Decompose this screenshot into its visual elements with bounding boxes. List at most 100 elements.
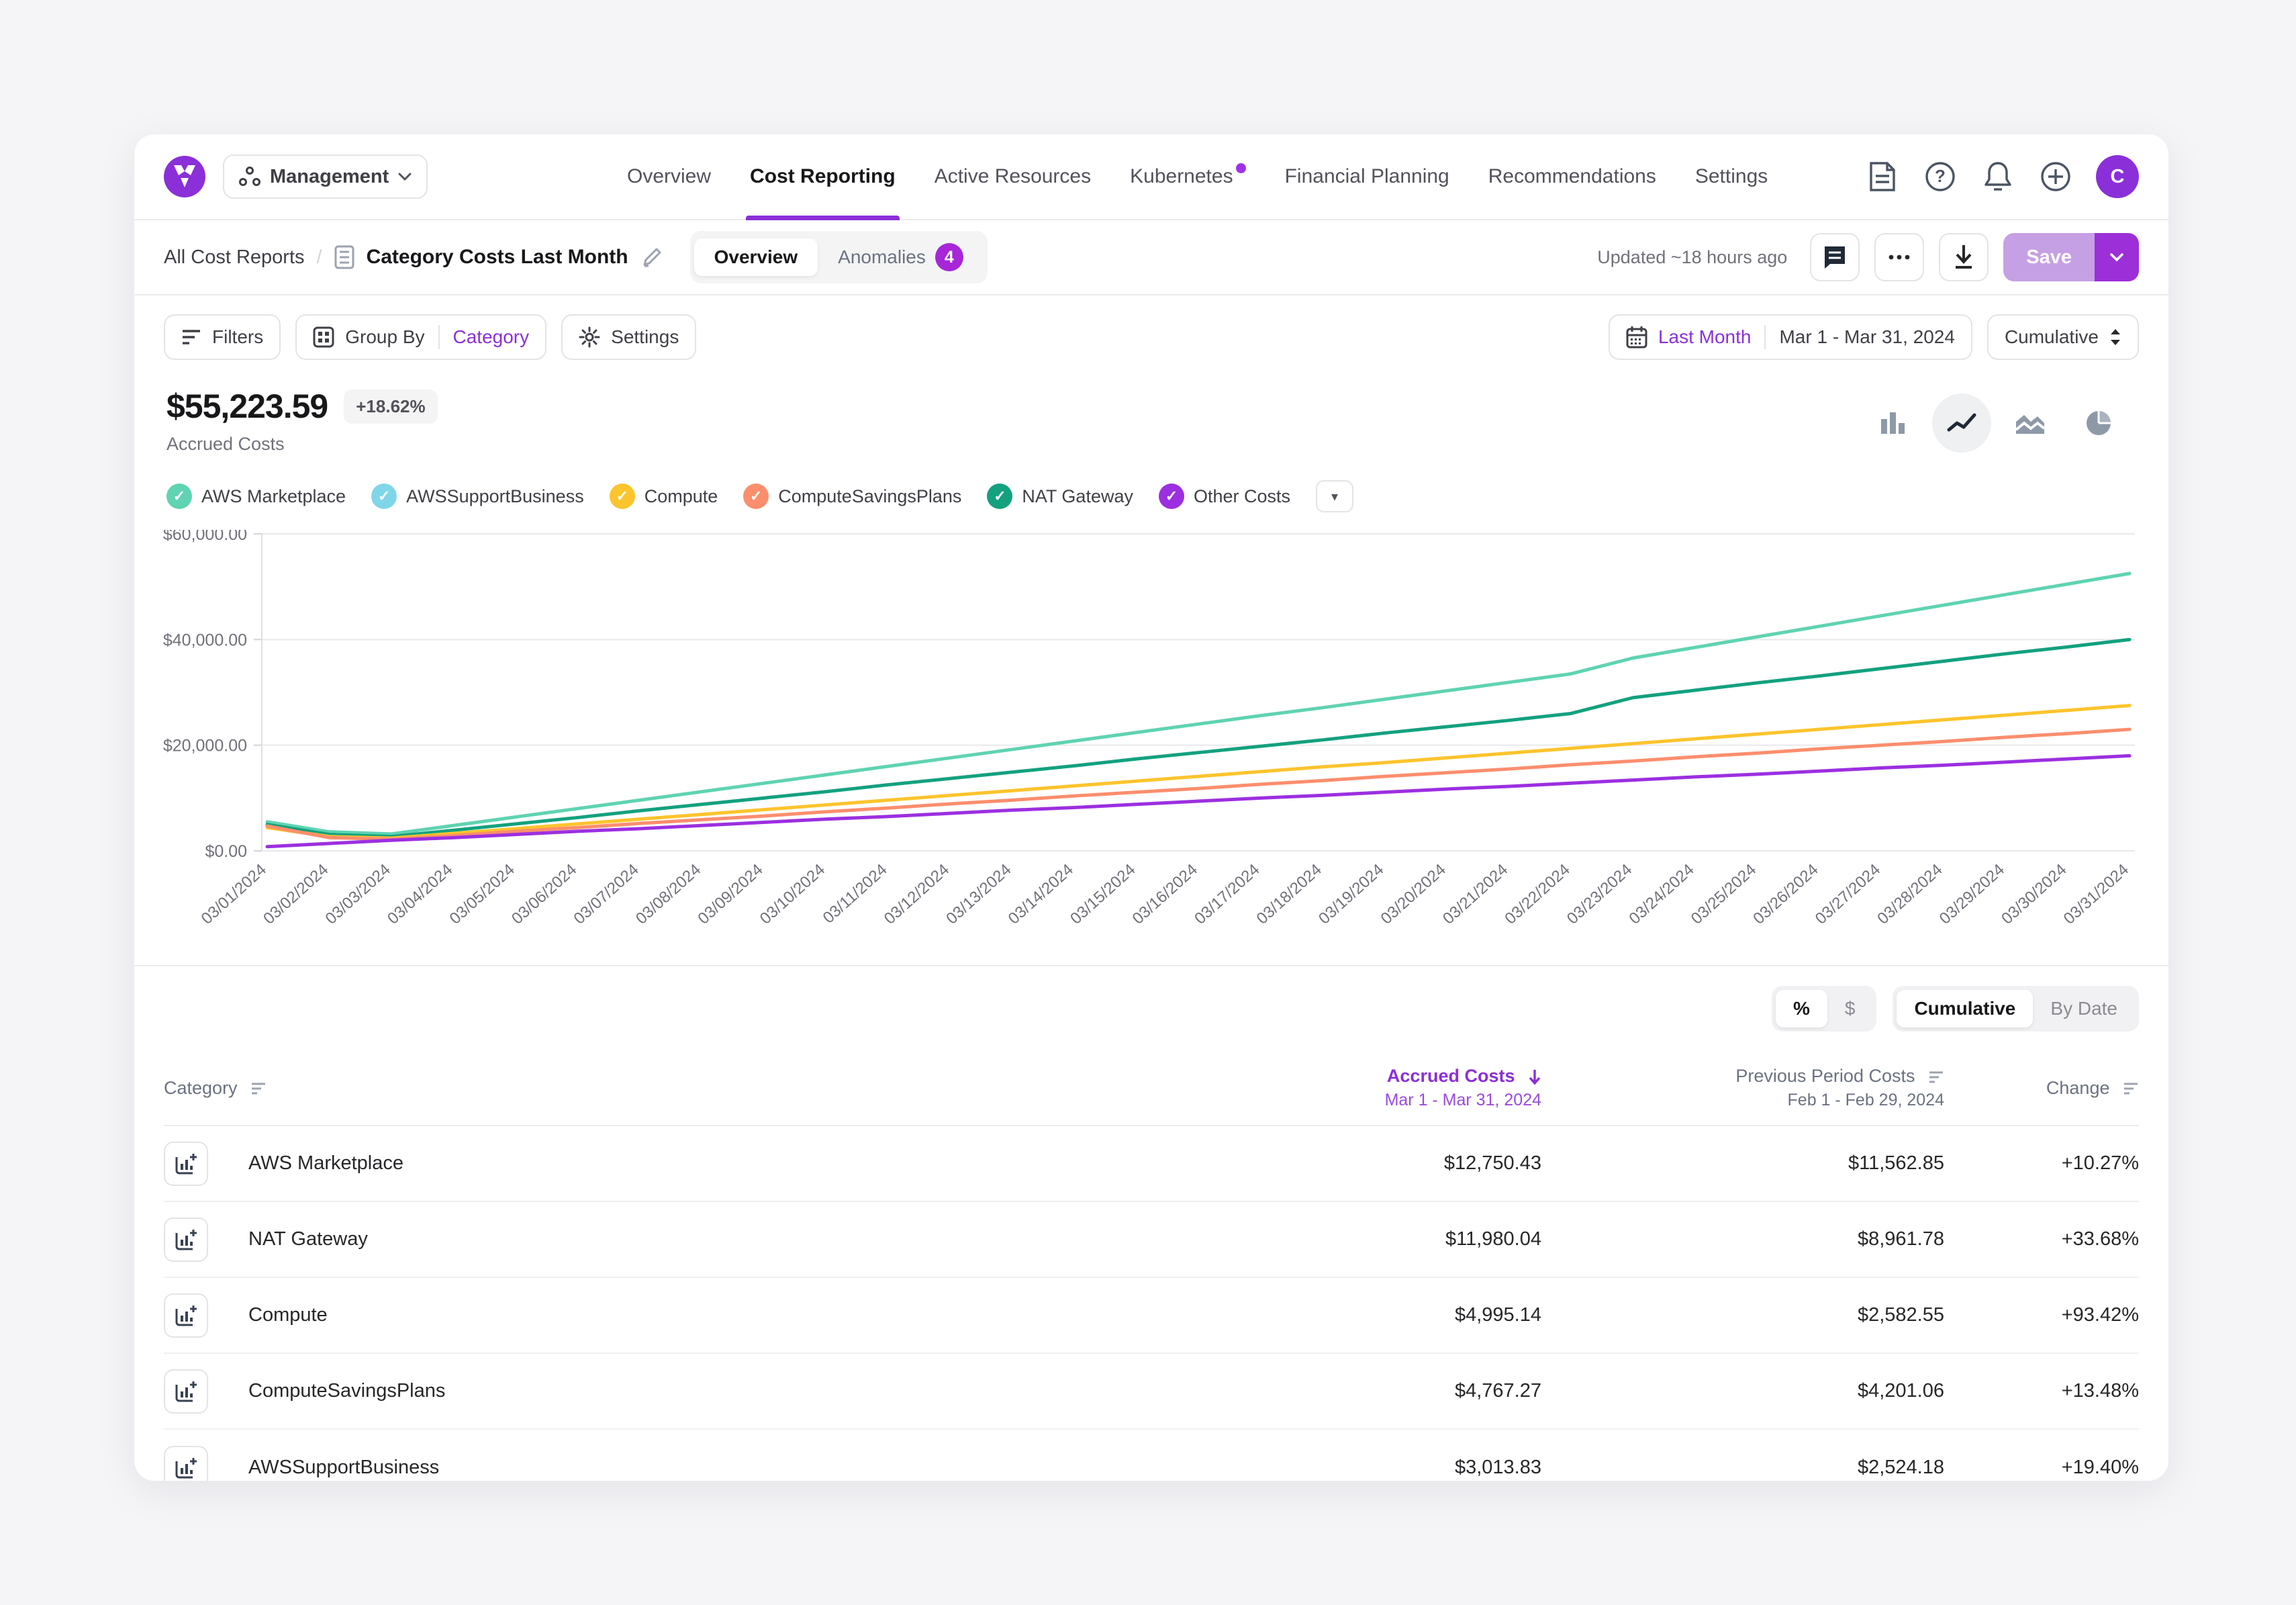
- toolbar-right: Last Month Mar 1 - Mar 31, 2024 Cumulati…: [1608, 314, 2139, 360]
- x-axis-tick-label: 03/28/2024: [1874, 860, 1946, 927]
- aggregation-select[interactable]: Cumulative: [1987, 314, 2139, 360]
- updated-timestamp: Updated ~18 hours ago: [1597, 246, 1788, 267]
- settings-button[interactable]: Settings: [561, 314, 697, 360]
- x-axis-tick-label: 03/19/2024: [1315, 860, 1387, 927]
- x-axis-tick-label: 03/18/2024: [1253, 860, 1325, 927]
- nav-item-kubernetes[interactable]: Kubernetes: [1130, 134, 1246, 219]
- row-chart-button[interactable]: [164, 1369, 208, 1414]
- total-change-badge: +18.62%: [344, 389, 438, 424]
- x-axis-tick-label: 03/31/2024: [2060, 860, 2132, 927]
- nav-item-overview[interactable]: Overview: [627, 134, 711, 219]
- vantage-logo[interactable]: [164, 156, 205, 197]
- chart-canvas[interactable]: $0.00 $20,000.00 $40,000.00 $60,000.00 03/01…: [134, 530, 2138, 965]
- category-name: NAT Gateway: [248, 1228, 368, 1250]
- mode-toggle: Cumulative By Date: [1893, 986, 2139, 1031]
- x-axis-tick-label: 03/24/2024: [1625, 860, 1697, 927]
- user-avatar[interactable]: C: [2096, 155, 2139, 198]
- chart-line-nat-gateway: [265, 637, 2132, 839]
- nav-right: ? C: [1865, 134, 2139, 219]
- bell-icon[interactable]: [1980, 159, 2015, 194]
- col-category[interactable]: Category: [164, 1078, 1112, 1099]
- x-axis-tick-label: 03/17/2024: [1191, 860, 1263, 927]
- previous-cost: $8,961.78: [1857, 1228, 1944, 1250]
- total-cost: $55,223.59: [166, 387, 328, 425]
- mode-by-date[interactable]: By Date: [2050, 998, 2117, 1019]
- row-chart-button[interactable]: [164, 1293, 208, 1338]
- change-percent: +33.68%: [2061, 1228, 2139, 1250]
- x-axis-tick-label: 03/20/2024: [1378, 860, 1449, 927]
- group-by-button[interactable]: Group By Category: [295, 314, 547, 360]
- nav-item-cost-reporting[interactable]: Cost Reporting: [746, 134, 900, 220]
- row-chart-button[interactable]: [164, 1445, 208, 1481]
- table-row-computesavingsplans: ComputeSavingsPlans $4,767.27 $4,201.06 +13…: [164, 1354, 2139, 1430]
- save-dropdown-button[interactable]: [2095, 233, 2139, 281]
- x-axis-tick-label: 03/14/2024: [1005, 860, 1077, 927]
- legend-item-nat-gateway[interactable]: ✓ NAT Gateway: [987, 484, 1133, 509]
- category-cell: ComputeSavingsPlans: [164, 1369, 1112, 1414]
- previous-cost: $2,524.18: [1857, 1457, 1944, 1478]
- x-axis-tick-label: 03/07/2024: [570, 860, 642, 927]
- area-chart-icon[interactable]: [2001, 394, 2060, 453]
- tab-anomalies[interactable]: Anomalies 4: [818, 235, 984, 279]
- comments-button[interactable]: [1810, 233, 1860, 281]
- line-chart-icon[interactable]: [1932, 394, 1991, 453]
- more-actions-button[interactable]: [1874, 233, 1925, 281]
- col-previous-sub: Feb 1 - Feb 29, 2024: [1787, 1091, 1944, 1109]
- col-previous[interactable]: Previous Period Costs Feb 1 - Feb 29, 20…: [1541, 1066, 1944, 1110]
- table-row-aws-marketplace: AWS Marketplace $12,750.43 $11,562.85 +10.2…: [164, 1126, 2139, 1202]
- x-axis-tick-label: 03/22/2024: [1501, 860, 1573, 927]
- pie-chart-icon[interactable]: [2069, 394, 2128, 453]
- nav-item-label: Overview: [627, 165, 712, 187]
- save-button[interactable]: Save: [2003, 233, 2095, 281]
- calendar-icon: [1626, 326, 1647, 349]
- nav-item-active-resources[interactable]: Active Resources: [935, 134, 1091, 219]
- y-axis-tick-label: $20,000.00: [163, 737, 247, 755]
- download-button[interactable]: [1939, 233, 1989, 281]
- comment-icon: [1825, 246, 1846, 269]
- nav-item-financial-planning[interactable]: Financial Planning: [1285, 134, 1449, 219]
- org-icon: [239, 167, 260, 186]
- previous-cost: $11,562.85: [1848, 1152, 1944, 1174]
- breadcrumb-root-link[interactable]: All Cost Reports: [164, 246, 305, 268]
- unit-%[interactable]: %: [1775, 990, 1827, 1027]
- table-controls: % $ Cumulative By Date: [134, 965, 2168, 1051]
- toolbar: Filters Group By Category Settings Last …: [134, 295, 2168, 360]
- col-change[interactable]: Change: [1944, 1078, 2139, 1099]
- edit-pencil-icon[interactable]: [640, 246, 663, 269]
- legend-item-compute[interactable]: ✓ Compute: [609, 484, 718, 509]
- row-chart-button[interactable]: [164, 1141, 208, 1186]
- filters-button[interactable]: Filters: [164, 314, 281, 360]
- legend-item-awssupportbusiness[interactable]: ✓ AWSSupportBusiness: [371, 484, 584, 509]
- report-doc-icon[interactable]: [1865, 159, 1900, 194]
- legend-item-other-costs[interactable]: ✓ Other Costs: [1158, 484, 1290, 509]
- bar-chart-icon[interactable]: [1864, 394, 1923, 453]
- divider: [438, 325, 440, 349]
- unit-$[interactable]: $: [1844, 998, 1856, 1019]
- help-icon[interactable]: ?: [1923, 159, 1958, 194]
- mode-cumulative[interactable]: Cumulative: [1897, 990, 2034, 1027]
- nav-item-label: Kubernetes: [1130, 165, 1233, 187]
- x-axis-tick-label: 03/25/2024: [1688, 860, 1760, 927]
- legend-item-aws-marketplace[interactable]: ✓ AWS Marketplace: [166, 484, 346, 509]
- legend-item-computesavingsplans[interactable]: ✓ ComputeSavingsPlans: [743, 484, 961, 509]
- x-axis-tick-label: 03/29/2024: [1936, 860, 2008, 927]
- org-switcher[interactable]: Management: [223, 154, 428, 199]
- accrued-cost: $11,980.04: [1445, 1228, 1541, 1250]
- sort-desc-arrow-icon: [1528, 1068, 1541, 1086]
- date-range-value: Mar 1 - Mar 31, 2024: [1779, 326, 1955, 347]
- unit-toggle: % $: [1771, 986, 1877, 1031]
- logo-mark-icon: [174, 165, 195, 187]
- nav-item-settings[interactable]: Settings: [1695, 134, 1768, 219]
- accrued-cost: $3,013.83: [1454, 1457, 1541, 1478]
- filter-icon: [183, 330, 200, 345]
- tab-overview[interactable]: Overview: [693, 238, 818, 276]
- add-icon[interactable]: [2038, 159, 2073, 194]
- legend-more-button[interactable]: ▾: [1316, 480, 1354, 512]
- nav-item-recommendations[interactable]: Recommendations: [1488, 134, 1656, 219]
- x-axis-tick-label: 03/04/2024: [384, 860, 456, 927]
- col-accrued[interactable]: Accrued Costs Mar 1 - Mar 31, 2024: [1112, 1066, 1541, 1110]
- date-range-button[interactable]: Last Month Mar 1 - Mar 31, 2024: [1608, 314, 1972, 360]
- row-chart-button[interactable]: [164, 1217, 208, 1262]
- accrued-cost: $4,995.14: [1454, 1304, 1541, 1326]
- category-cell: NAT Gateway: [164, 1217, 1112, 1262]
